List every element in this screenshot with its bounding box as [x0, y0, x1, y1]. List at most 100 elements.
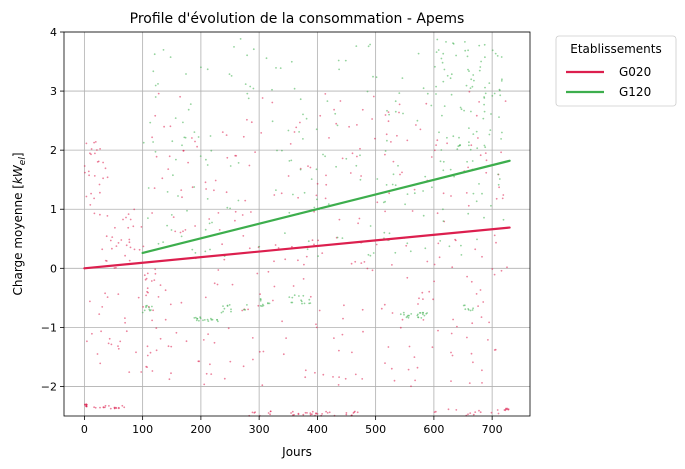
data-point-g020 [309, 295, 312, 298]
data-point-g120 [483, 110, 486, 113]
data-point-g020 [502, 194, 505, 196]
data-point-g020 [438, 256, 441, 259]
data-point-g020 [261, 97, 264, 99]
data-point-g020 [465, 192, 468, 194]
data-point-g120 [199, 155, 202, 158]
data-point-g020 [387, 111, 390, 113]
data-point-g020 [405, 244, 408, 247]
data-point-g120 [194, 316, 197, 319]
data-point-g120 [275, 189, 277, 192]
data-point-g020 [399, 173, 401, 176]
data-point-g020 [285, 337, 287, 339]
data-point-g120 [298, 131, 300, 133]
data-point-g020 [313, 243, 315, 246]
data-point-g120 [472, 74, 475, 76]
data-point-g120 [239, 38, 242, 40]
data-point-g020 [467, 166, 469, 169]
data-point-g020 [123, 406, 126, 409]
data-point-g020 [363, 261, 366, 263]
data-point-g120 [220, 311, 223, 314]
data-point-g020 [497, 412, 500, 415]
data-point-g120 [252, 48, 255, 51]
data-point-g020 [484, 152, 487, 155]
data-point-g120 [259, 298, 262, 300]
data-point-g120 [498, 88, 501, 91]
data-point-g120 [199, 317, 202, 320]
data-point-g020 [299, 121, 301, 124]
data-point-g020 [84, 171, 86, 174]
data-point-g120 [420, 317, 423, 319]
data-point-g120 [419, 312, 422, 314]
data-point-g120 [394, 100, 397, 103]
data-point-g020 [274, 244, 277, 246]
data-point-g020 [490, 411, 493, 414]
data-point-g020 [254, 151, 256, 154]
y-tick-label: 4 [50, 26, 57, 39]
data-point-g020 [267, 412, 270, 414]
data-point-g120 [484, 86, 486, 89]
data-point-g020 [248, 164, 251, 167]
data-point-g120 [467, 68, 469, 71]
data-point-g020 [175, 331, 178, 334]
data-point-g120 [442, 80, 445, 83]
data-point-g120 [372, 75, 374, 78]
data-point-g120 [229, 165, 232, 167]
data-point-g020 [115, 245, 118, 248]
data-point-g020 [433, 411, 436, 413]
data-point-g020 [202, 339, 205, 341]
data-point-g020 [324, 93, 327, 95]
data-point-g020 [138, 248, 141, 251]
data-point-g020 [152, 309, 155, 312]
data-point-g020 [315, 323, 317, 326]
data-point-g020 [235, 154, 238, 157]
data-point-g120 [271, 120, 274, 123]
data-point-g020 [180, 189, 183, 192]
data-point-g120 [488, 133, 491, 136]
data-point-g020 [430, 156, 433, 158]
data-point-g020 [339, 100, 342, 102]
data-point-g120 [290, 159, 293, 162]
data-point-g020 [128, 371, 131, 373]
data-point-g020 [361, 108, 364, 111]
data-point-g120 [441, 114, 443, 117]
data-point-g020 [398, 111, 400, 114]
data-point-g120 [162, 241, 165, 244]
data-point-g020 [451, 354, 454, 357]
data-point-g020 [338, 349, 340, 352]
data-point-g020 [436, 139, 439, 142]
data-point-g020 [93, 212, 96, 215]
data-point-g020 [290, 412, 292, 414]
data-point-g120 [299, 98, 302, 101]
data-point-g020 [422, 319, 425, 321]
data-point-g020 [86, 340, 88, 343]
y-tick-label: 3 [50, 85, 57, 98]
data-point-g020 [314, 371, 316, 374]
data-point-g020 [146, 354, 149, 357]
data-point-g120 [246, 304, 248, 306]
data-point-g120 [355, 164, 358, 167]
data-point-g020 [83, 165, 86, 167]
data-point-g120 [303, 191, 306, 194]
data-point-g020 [187, 161, 190, 164]
data-point-g120 [287, 129, 290, 132]
data-point-g020 [292, 285, 295, 287]
data-point-g120 [147, 217, 149, 220]
data-point-g120 [463, 109, 465, 112]
data-point-g120 [228, 73, 231, 75]
data-point-g120 [233, 46, 235, 48]
data-point-g020 [415, 124, 417, 126]
data-point-g020 [146, 287, 149, 290]
data-point-g020 [309, 412, 312, 414]
data-point-g120 [150, 309, 152, 311]
data-point-g020 [267, 270, 270, 273]
data-point-g120 [441, 61, 444, 64]
data-point-g020 [253, 412, 256, 414]
data-point-g120 [166, 224, 169, 227]
data-point-g120 [198, 319, 200, 322]
data-point-g020 [157, 92, 160, 95]
y-tick-label: 0 [50, 262, 57, 275]
data-point-g020 [479, 289, 482, 291]
data-point-g120 [291, 296, 294, 299]
data-point-g020 [396, 134, 398, 137]
